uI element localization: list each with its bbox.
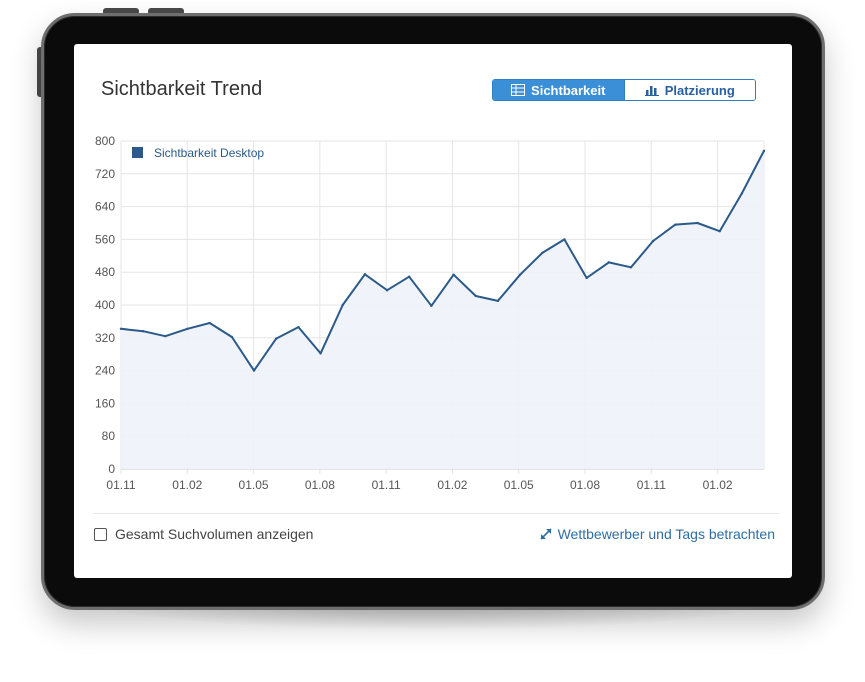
legend-swatch [132, 147, 143, 158]
card-title: Sichtbarkeit Trend [101, 78, 263, 100]
data-point [696, 221, 699, 225]
data-point [518, 273, 522, 276]
total-volume-label: Gesamt Suchvolumen anzeigen [115, 526, 314, 542]
x-tick-label: 01.08 [305, 478, 335, 492]
data-point [607, 261, 610, 264]
data-point [430, 304, 433, 308]
x-tick-label: 01.11 [372, 478, 401, 492]
data-point [119, 327, 123, 330]
y-tick-label: 0 [108, 462, 115, 476]
data-point [718, 230, 721, 233]
data-point [563, 238, 566, 241]
chart-area: 0 80 160 240 320 400 480 560 640 720 800 01.11 01.02… [74, 44, 792, 578]
platzierung-tab-label: Platzierung [664, 82, 735, 98]
view-toggle: Sichtbarkeit Platzierung [492, 79, 756, 101]
data-point [585, 276, 588, 280]
y-tick-label: 240 [95, 364, 115, 378]
data-point [275, 337, 278, 340]
data-point [762, 149, 766, 153]
table-icon [511, 84, 526, 96]
data-point [230, 335, 234, 339]
data-point [629, 266, 633, 269]
x-tick-label: 01.02 [437, 478, 467, 492]
data-point [363, 273, 367, 276]
data-point [541, 251, 544, 255]
data-point [496, 299, 500, 303]
x-tick-label: 01.11 [106, 478, 135, 492]
data-point [297, 325, 300, 329]
y-tick-label: 320 [95, 331, 115, 345]
visibility-chart: 0 80 160 240 320 400 480 560 640 720 800 01.11 01.02… [95, 134, 766, 492]
data-point [341, 303, 344, 307]
expand-arrows-icon [540, 528, 552, 540]
data-point [651, 239, 655, 243]
data-point [319, 352, 322, 355]
device-volume-button [148, 8, 184, 15]
bar-chart-icon [644, 86, 659, 96]
data-point [474, 294, 477, 298]
y-tick-label: 400 [95, 298, 115, 312]
data-point [452, 273, 455, 276]
data-point [674, 223, 677, 226]
y-tick-label: 160 [95, 396, 115, 410]
sichtbarkeit-tab-label: Sichtbarkeit [531, 82, 606, 98]
data-point [408, 275, 411, 278]
competitors-link[interactable]: Wettbewerber und Tags betrachten [539, 526, 775, 542]
y-tick-label: 480 [95, 265, 115, 279]
y-tick-label: 560 [95, 232, 115, 246]
y-tick-label: 720 [95, 167, 115, 181]
y-tick-label: 80 [102, 429, 116, 443]
x-tick-label: 01.05 [504, 478, 534, 492]
x-tick-label: 01.11 [637, 478, 666, 492]
sichtbarkeit-tab[interactable]: Sichtbarkeit [493, 80, 624, 100]
competitors-link-label: Wettbewerber und Tags betrachten [557, 526, 775, 542]
platzierung-tab[interactable]: Platzierung [623, 80, 755, 100]
x-tick-label: 01.05 [239, 478, 269, 492]
x-tick-label: 01.02 [172, 478, 202, 492]
data-point [385, 289, 389, 292]
device-side-button [37, 47, 44, 97]
series-area [121, 150, 764, 470]
tablet-screen: Sichtbarkeit Trend Sichtbarkeit Platzier… [74, 44, 792, 578]
footer-divider [94, 513, 779, 514]
data-point [186, 327, 189, 330]
y-tick-label: 640 [95, 200, 115, 214]
x-tick-label: 01.08 [570, 478, 600, 492]
device-volume-button [103, 8, 139, 15]
data-point [164, 334, 167, 338]
x-tick-label: 01.02 [703, 478, 733, 492]
legend-label: Sichtbarkeit Desktop [154, 146, 264, 160]
data-point [252, 369, 256, 372]
data-point [208, 321, 211, 325]
data-point [141, 330, 145, 333]
series-line [120, 150, 765, 372]
total-volume-checkbox[interactable] [94, 527, 107, 541]
y-tick-label: 800 [95, 134, 115, 148]
data-point [740, 192, 744, 195]
total-volume-toggle[interactable]: Gesamt Suchvolumen anzeigen [94, 526, 313, 542]
